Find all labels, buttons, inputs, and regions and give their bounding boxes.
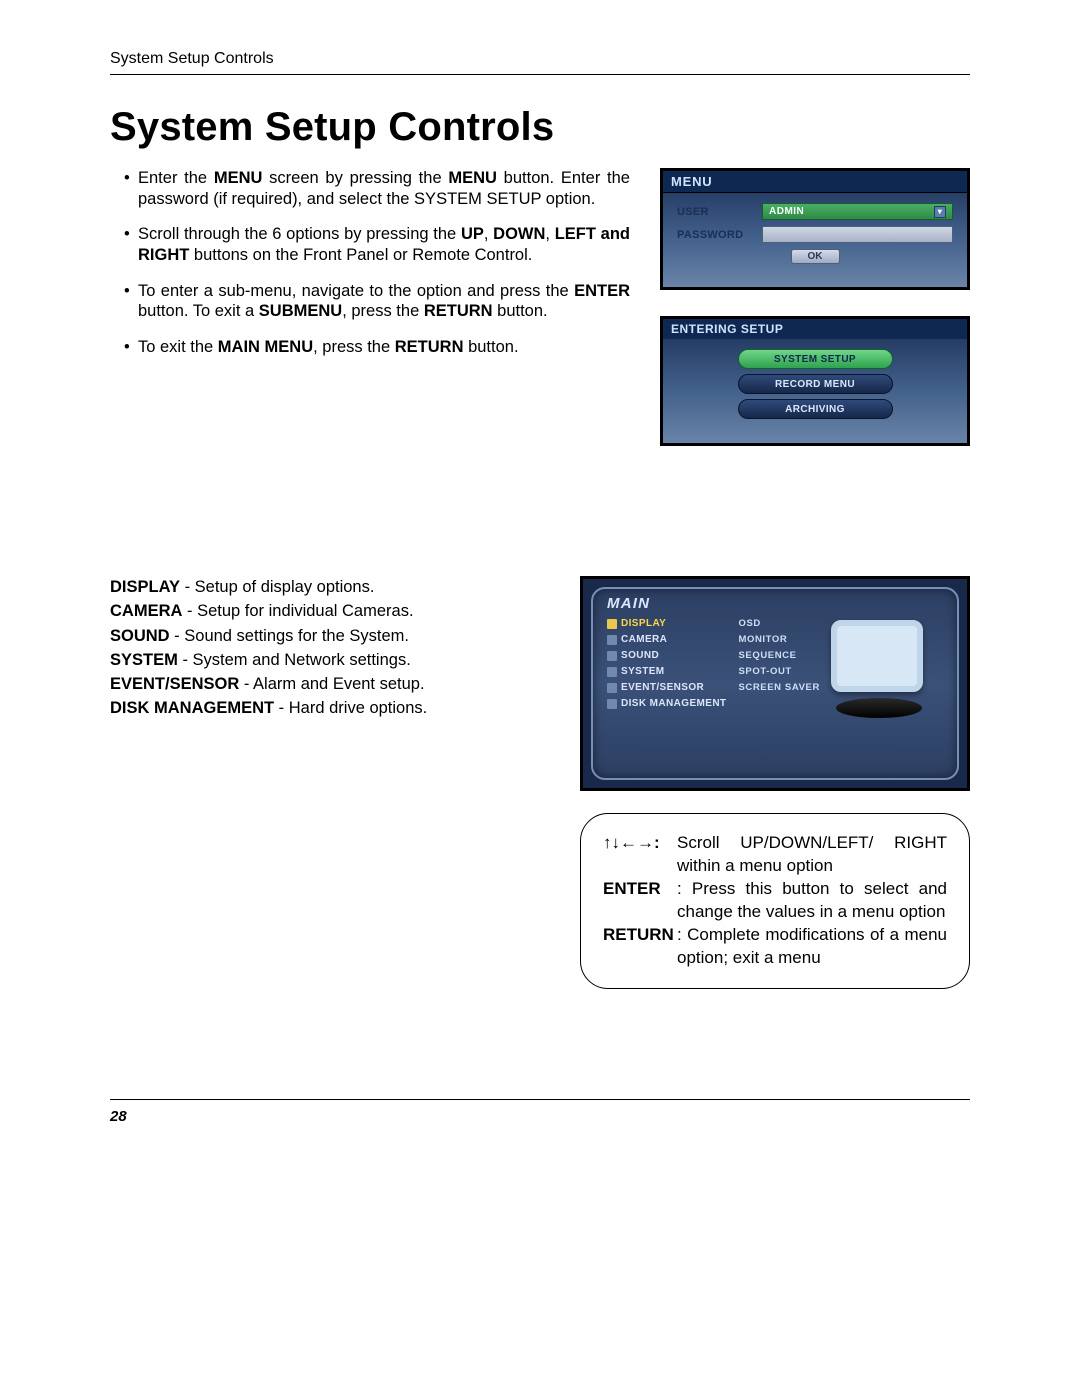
camera-icon — [607, 635, 617, 645]
password-label: PASSWORD — [677, 229, 752, 241]
page-number: 28 — [110, 1108, 970, 1125]
setup-option-archiving[interactable]: ARCHIVING — [738, 399, 893, 419]
setup-option-system-setup[interactable]: SYSTEM SETUP — [738, 349, 893, 369]
arrows-icon: ↑↓←→ — [603, 833, 654, 852]
navigation-hint-box: ↑↓←→: Scroll UP/DOWN/LEFT/ RIGHT within … — [580, 813, 970, 989]
sub-spot-out[interactable]: SPOT-OUT — [738, 666, 830, 677]
hint-return-text: : Complete modifications of a menu optio… — [677, 924, 947, 970]
setup-option-record-menu[interactable]: RECORD MENU — [738, 374, 893, 394]
ok-button[interactable]: OK — [791, 249, 840, 264]
main-item-event-sensor[interactable]: EVENT/SENSOR — [607, 682, 726, 693]
hint-enter-text: : Press this button to select and change… — [677, 878, 947, 924]
main-item-system[interactable]: SYSTEM — [607, 666, 726, 677]
main-item-sound[interactable]: SOUND — [607, 650, 726, 661]
bullet-4: To exit the MAIN MENU, press the RETURN … — [138, 337, 630, 358]
footer-rule — [110, 1099, 970, 1100]
page-title: System Setup Controls — [110, 105, 970, 150]
sub-sequence[interactable]: SEQUENCE — [738, 650, 830, 661]
screenshot-main-menu: MAIN DISPLAY CAMERA SOUND SYSTEM EVENT/S… — [580, 576, 970, 791]
user-label: USER — [677, 206, 752, 218]
screenshot-menu-login: MENU USER ADMIN ▾ PASSWORD OK — [660, 168, 970, 290]
hint-return-key: RETURN — [603, 924, 677, 970]
main-item-camera[interactable]: CAMERA — [607, 634, 726, 645]
main-title: MAIN — [593, 589, 957, 614]
password-input[interactable] — [762, 226, 953, 243]
sub-screen-saver[interactable]: SCREEN SAVER — [738, 682, 830, 693]
event-icon — [607, 683, 617, 693]
hint-arrows-text: Scroll UP/DOWN/LEFT/ RIGHT within a menu… — [677, 832, 947, 878]
sub-monitor[interactable]: MONITOR — [738, 634, 830, 645]
sound-icon — [607, 651, 617, 661]
user-dropdown[interactable]: ADMIN ▾ — [762, 203, 953, 220]
bullet-1: Enter the MENU screen by pressing the ME… — [138, 168, 630, 209]
running-header: System Setup Controls — [110, 50, 970, 75]
menu-titlebar: MENU — [663, 171, 967, 193]
disk-icon — [607, 699, 617, 709]
options-description: DISPLAY - Setup of display options. CAME… — [110, 576, 550, 722]
instruction-list: Enter the MENU screen by pressing the ME… — [110, 168, 630, 446]
chevron-down-icon: ▾ — [934, 206, 946, 218]
system-icon — [607, 667, 617, 677]
setup-titlebar: ENTERING SETUP — [663, 319, 967, 339]
bullet-2: Scroll through the 6 options by pressing… — [138, 224, 630, 265]
user-value: ADMIN — [769, 204, 804, 219]
display-icon — [607, 619, 617, 629]
monitor-illustration — [819, 620, 939, 740]
screenshot-entering-setup: ENTERING SETUP SYSTEM SETUP RECORD MENU … — [660, 316, 970, 446]
main-item-display[interactable]: DISPLAY — [607, 618, 726, 629]
sub-osd[interactable]: OSD — [738, 618, 830, 629]
bullet-3: To enter a sub-menu, navigate to the opt… — [138, 281, 630, 322]
hint-enter-key: ENTER — [603, 878, 677, 924]
main-item-disk-management[interactable]: DISK MANAGEMENT — [607, 698, 726, 709]
